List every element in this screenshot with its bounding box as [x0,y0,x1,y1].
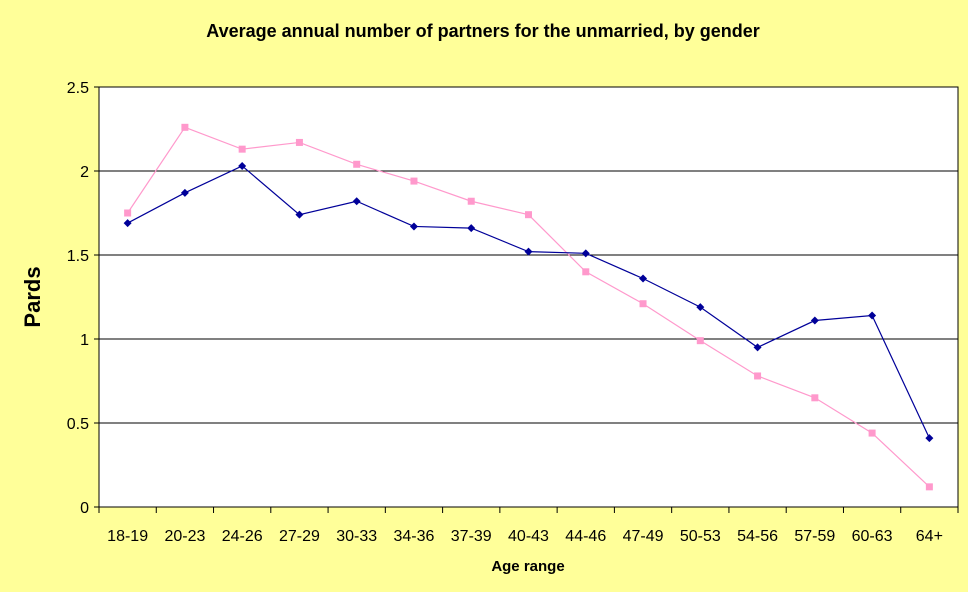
data-point [525,211,532,219]
data-point [123,219,132,228]
data-point [811,394,819,402]
data-point [467,197,475,205]
data-point [238,161,247,170]
chart-title: Average annual number of partners for th… [206,21,759,41]
data-point [524,247,533,256]
y-tick-label: 2 [80,164,89,181]
data-point [639,300,647,308]
series-group [123,123,934,491]
data-point [295,138,303,146]
data-point [925,434,934,443]
x-axis-label: Age range [491,558,564,575]
x-tick-label: 60-63 [852,528,893,545]
x-tick-label: 57-59 [794,528,835,545]
x-tick-label: 18-19 [107,528,148,545]
data-point [467,224,476,233]
data-point [753,343,762,352]
x-tick-label: 34-36 [394,528,435,545]
y-axis-ticks: 0 0.5 1 1.5 2 2.5 [67,80,99,517]
data-point [925,483,933,491]
x-tick-label: 24-26 [222,528,263,545]
data-point [754,372,762,380]
y-tick-label: 2.5 [67,80,89,97]
data-point [639,274,648,283]
y-tick-label: 1.5 [67,248,89,265]
x-tick-label: 44-46 [565,528,606,545]
x-tick-label: 64+ [916,528,943,545]
x-axis-ticks: 18-19 20-23 24-26 27-29 30-33 34-36 37-39 40-43… [98,507,959,545]
x-tick-label: 40-43 [508,528,549,545]
data-point [181,123,189,131]
data-point [238,145,246,153]
x-tick-label: 30-33 [336,528,377,545]
data-point [868,311,877,320]
data-point [582,268,590,276]
y-tick-label: 0.5 [67,416,89,433]
data-point [353,160,361,168]
data-point [810,316,819,325]
data-point [410,177,418,185]
plot-area [98,86,959,508]
y-axis-label: Pards [20,266,45,327]
y-tick-label: 0 [80,500,89,517]
data-point [180,188,189,197]
data-point [409,222,418,231]
data-point [352,197,361,206]
x-tick-label: 37-39 [451,528,492,545]
data-point [124,209,132,217]
data-point [581,249,590,258]
series-0 [124,123,933,491]
x-tick-label: 27-29 [279,528,320,545]
x-tick-label: 47-49 [623,528,664,545]
x-tick-label: 20-23 [164,528,205,545]
data-point [295,210,304,219]
data-point [696,303,705,312]
data-point [696,337,704,345]
x-tick-label: 50-53 [680,528,721,545]
y-tick-label: 1 [80,332,89,349]
x-tick-label: 54-56 [737,528,778,545]
series-1 [123,161,934,443]
data-point [868,429,876,437]
